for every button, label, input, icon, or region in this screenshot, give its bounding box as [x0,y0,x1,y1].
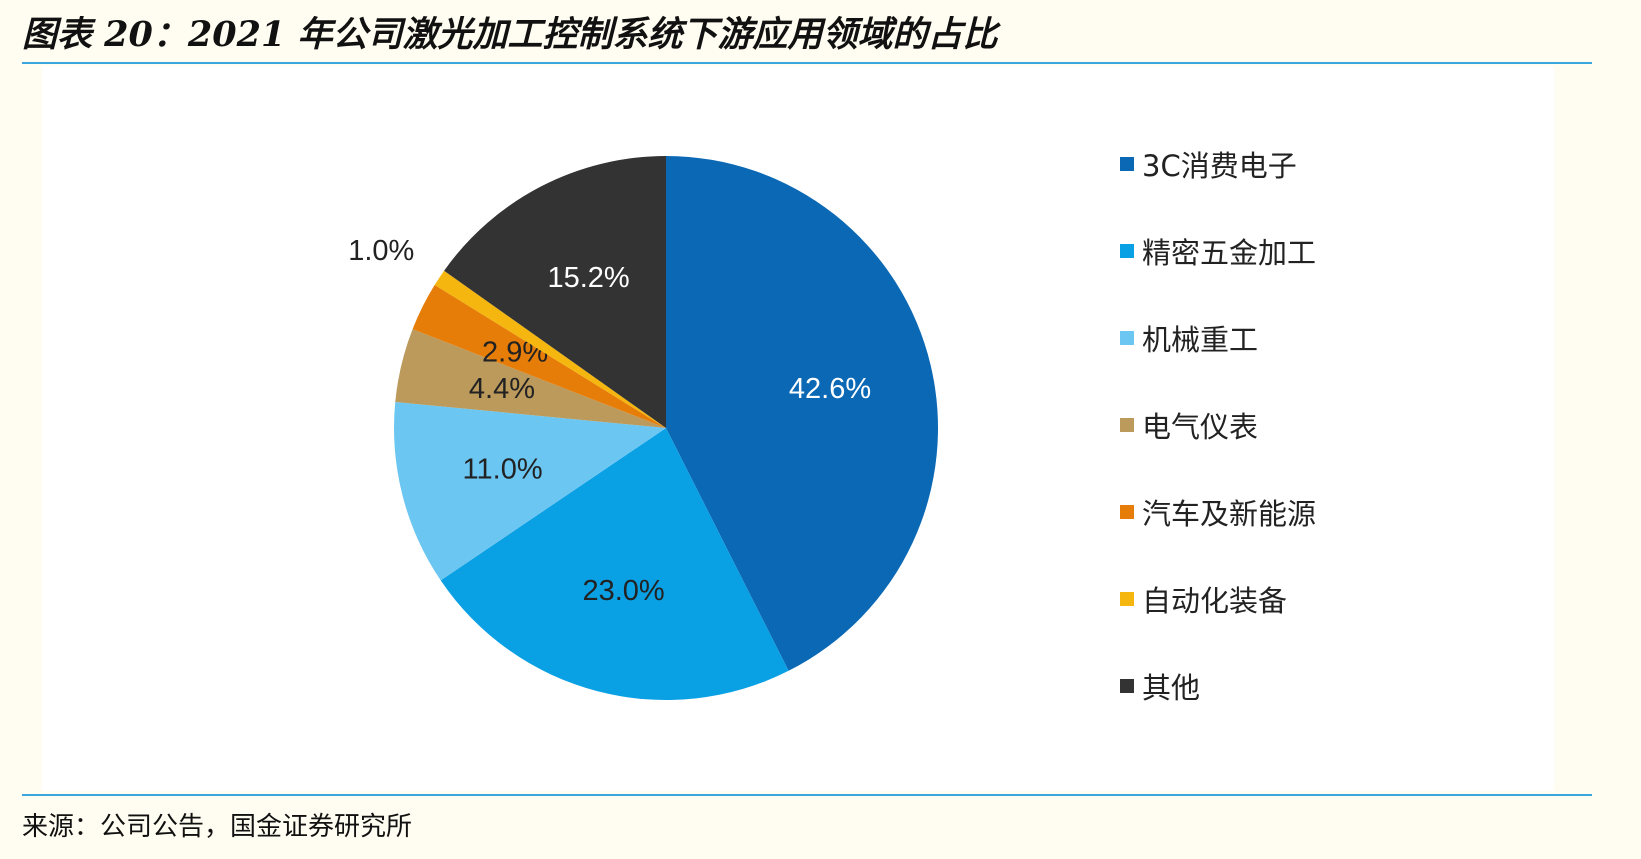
legend-item-heavy: 机械重工 [1120,318,1316,358]
legend-swatch [1120,331,1134,345]
legend-label: 3C消费电子 [1142,149,1297,183]
legend-item-automation: 自动化装备 [1120,579,1316,619]
chart-title: 图表 20：2021 年公司激光加工控制系统下游应用领域的占比 [22,14,998,55]
legend-label: 自动化装备 [1142,584,1288,618]
pie-slice-3c [666,156,938,671]
pie-slice-other [444,156,666,428]
data-label-automation: 1.0% [348,235,414,267]
data-label-electric: 4.4% [469,373,535,405]
pie-slice-auto [412,284,666,428]
legend-label: 汽车及新能源 [1142,497,1317,531]
legend-item-electric: 电气仪表 [1120,405,1316,445]
legend-item-precision: 精密五金加工 [1120,231,1316,271]
pie-slice-heavy [394,402,666,581]
legend-item-other: 其他 [1120,666,1316,706]
source-divider [22,794,1592,796]
legend-label: 电气仪表 [1142,410,1259,444]
legend-item-3c: 3C消费电子 [1120,144,1316,184]
data-label-precision: 23.0% [582,575,664,607]
legend-item-auto: 汽车及新能源 [1120,492,1316,532]
data-label-heavy: 11.0% [463,454,543,486]
legend-swatch [1120,679,1134,693]
legend-label: 其他 [1142,671,1201,705]
data-label-3c: 42.6% [789,373,871,405]
pie-slice-precision [440,428,789,700]
legend-swatch [1120,592,1134,606]
legend-swatch [1120,244,1134,258]
data-label-other: 15.2% [547,262,629,294]
legend-swatch [1120,418,1134,432]
pie-slice-electric [395,329,666,428]
legend-label: 机械重工 [1142,323,1259,357]
legend-swatch [1120,505,1134,519]
title-divider [22,62,1592,64]
source-note: 来源：公司公告，国金证券研究所 [22,812,413,842]
legend-label: 精密五金加工 [1142,236,1317,270]
legend-swatch [1120,157,1134,171]
pie-slice-automation [434,270,666,428]
chart-legend: 3C消费电子 精密五金加工 机械重工电气仪表汽车及新能源 自动化装备其他 [1120,144,1316,753]
